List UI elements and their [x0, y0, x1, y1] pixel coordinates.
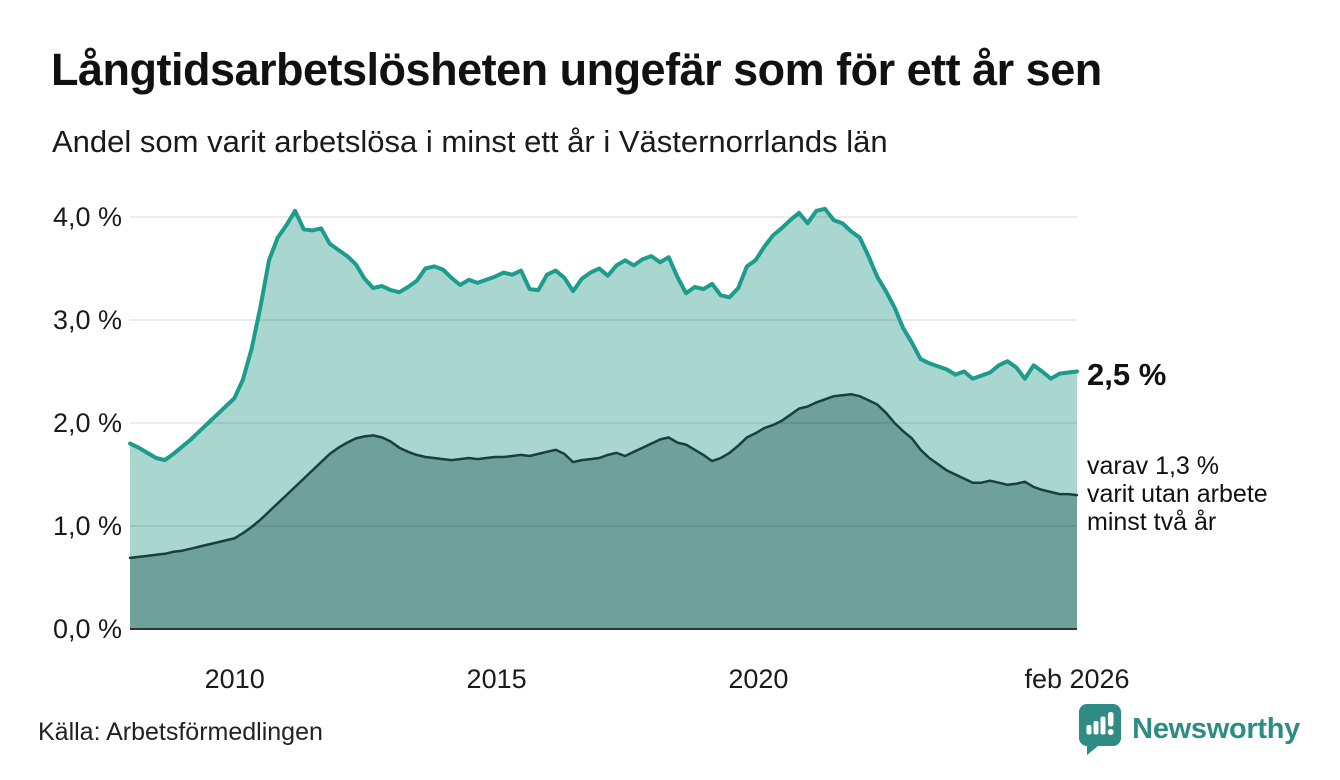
secondary-series-note: varav 1,3 % varit utan arbete minst två …: [1087, 452, 1268, 536]
x-axis-label: 2010: [205, 664, 265, 694]
y-axis-label: 1,0 %: [53, 511, 122, 541]
latest-value-label: 2,5 %: [1087, 357, 1167, 392]
series-area-1: [130, 394, 1077, 629]
source-caption: Källa: Arbetsförmedlingen: [38, 718, 323, 746]
y-axis-label: 2,0 %: [53, 408, 122, 438]
newsworthy-wordmark: Newsworthy: [1132, 712, 1300, 745]
note-line: varav 1,3 %: [1087, 452, 1220, 480]
y-axis-label: 0,0 %: [53, 614, 122, 644]
chart-title: Långtidsarbetslösheten ungefär som för e…: [51, 44, 1102, 95]
note-line: varit utan arbete: [1087, 480, 1268, 508]
note-line: minst två år: [1087, 508, 1217, 536]
newsworthy-logo-icon: [1079, 704, 1122, 755]
x-axis-label: 2015: [467, 664, 527, 694]
chart-subtitle: Andel som varit arbetslösa i minst ett å…: [52, 124, 888, 159]
series-line-0: [128, 206, 1079, 463]
series-line-1: [128, 392, 1079, 560]
y-axis-label: 3,0 %: [53, 305, 122, 335]
x-axis-label: 2020: [728, 664, 788, 694]
newsworthy-brand: Newsworthy: [1078, 703, 1300, 755]
x-axis-label: feb 2026: [1024, 664, 1129, 694]
y-axis-label: 4,0 %: [53, 202, 122, 232]
